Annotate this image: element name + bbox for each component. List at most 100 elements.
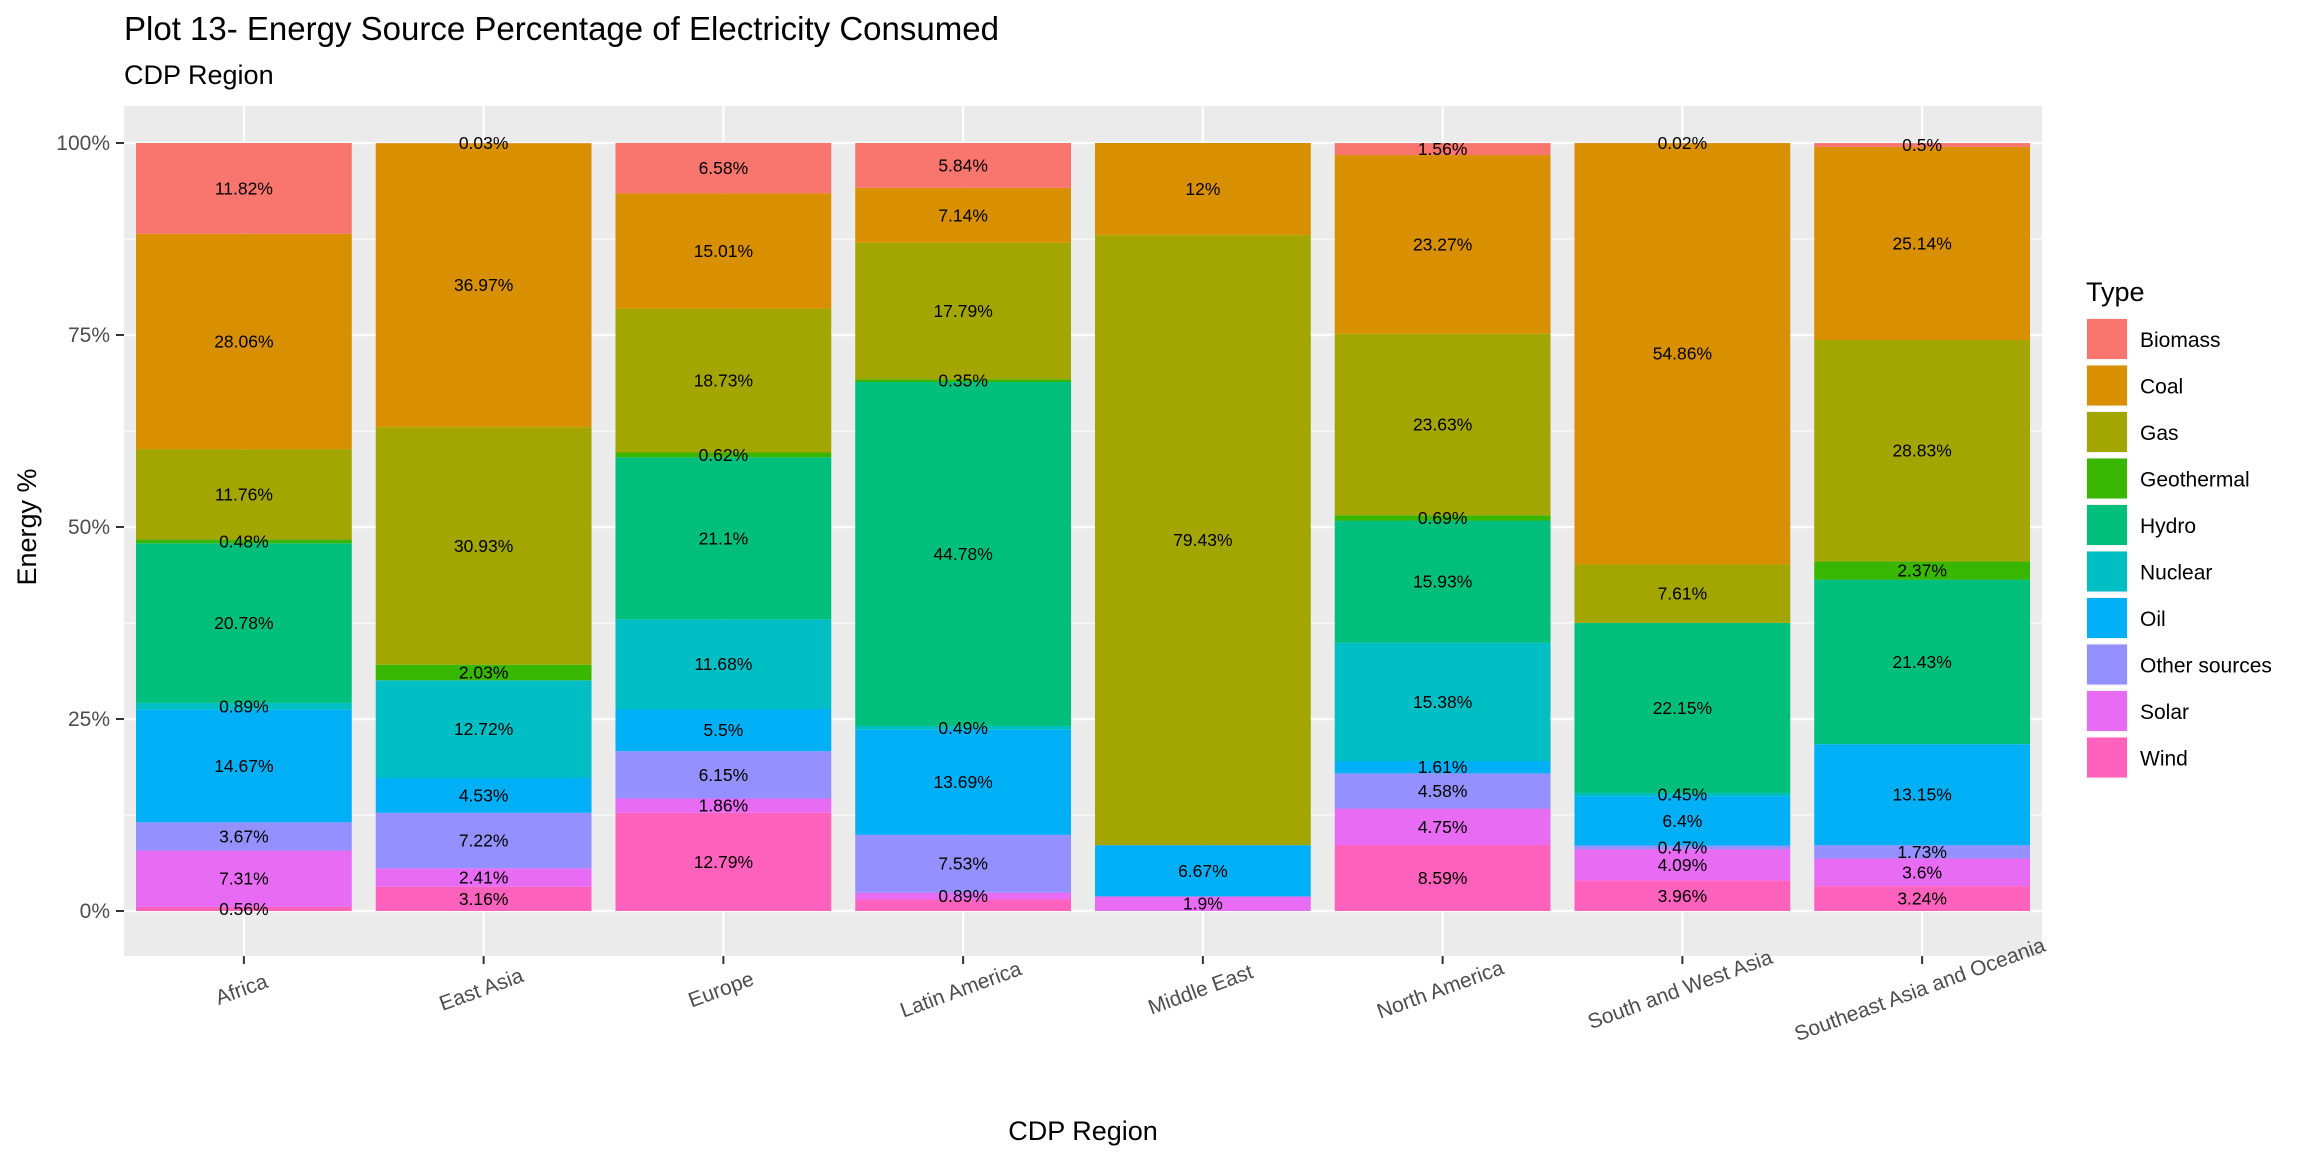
bar-africa-geothermal xyxy=(135,539,352,544)
data-label-europe-biomass: 6.58% xyxy=(699,158,749,178)
bar-south-and-west-asia-gas xyxy=(1574,564,1791,623)
bar-southeast-asia-and-oceania-solar xyxy=(1814,858,2031,887)
data-label-latin-america-oil: 13.69% xyxy=(933,772,992,792)
bar-east-asia-coal xyxy=(375,143,592,428)
data-label-europe-hydro: 21.1% xyxy=(699,528,749,548)
bar-europe-wind xyxy=(615,812,832,911)
bar-africa-solar xyxy=(135,850,352,907)
data-label-south-and-west-asia-gas: 7.61% xyxy=(1658,584,1708,604)
bar-southeast-asia-and-oceania-gas xyxy=(1814,339,2031,562)
legend-swatch-coal xyxy=(2087,365,2127,406)
bar-latin-america-solar xyxy=(855,892,1072,900)
data-label-north-america-coal: 23.27% xyxy=(1413,234,1472,254)
y-tick-label: 100% xyxy=(56,132,110,155)
bar-north-america-oil xyxy=(1334,761,1551,774)
data-label-east-asia-coal: 36.97% xyxy=(454,275,513,295)
bar-africa-nuclear xyxy=(135,702,352,710)
data-label-middle-east-gas: 79.43% xyxy=(1173,530,1232,550)
bar-europe-nuclear xyxy=(615,619,832,710)
data-label-africa-other-sources: 3.67% xyxy=(219,826,269,846)
x-tick-label-africa: Africa xyxy=(212,970,271,1010)
legend-label-gas: Gas xyxy=(2140,422,2179,445)
legend-label-geothermal: Geothermal xyxy=(2140,469,2250,492)
data-label-north-america-biomass: 1.56% xyxy=(1418,139,1468,159)
x-tick-label-middle-east: Middle East xyxy=(1145,960,1256,1019)
bar-africa-oil xyxy=(135,709,352,823)
data-label-africa-nuclear: 0.89% xyxy=(219,696,269,716)
data-label-europe-gas: 18.73% xyxy=(694,371,753,391)
data-label-south-and-west-asia-hydro: 22.15% xyxy=(1653,698,1712,718)
legend-swatch-biomass xyxy=(2087,319,2127,359)
data-label-southeast-asia-and-oceania-coal: 25.14% xyxy=(1892,233,1951,253)
chart-title: Plot 13- Energy Source Percentage of Ele… xyxy=(124,10,999,47)
data-label-latin-america-geothermal: 0.35% xyxy=(938,371,988,391)
bar-southeast-asia-and-oceania-oil xyxy=(1814,744,2031,846)
bars xyxy=(135,142,2031,911)
data-label-north-america-other-sources: 4.58% xyxy=(1418,781,1468,801)
data-label-europe-wind: 12.79% xyxy=(694,852,753,872)
chart-subtitle: CDP Region xyxy=(124,60,274,90)
bar-east-asia-oil xyxy=(375,777,592,813)
data-label-southeast-asia-and-oceania-oil: 13.15% xyxy=(1892,785,1951,805)
bar-middle-east-solar xyxy=(1094,896,1311,911)
data-label-africa-gas: 11.76% xyxy=(215,484,273,504)
bar-southeast-asia-and-oceania-hydro xyxy=(1814,579,2031,745)
data-label-africa-wind: 0.56% xyxy=(219,899,269,919)
bar-latin-america-wind xyxy=(855,899,1072,911)
data-label-middle-east-oil: 6.67% xyxy=(1178,861,1228,881)
data-label-europe-other-sources: 6.15% xyxy=(699,765,749,785)
data-label-southeast-asia-and-oceania-geothermal: 2.37% xyxy=(1897,561,1947,581)
data-label-north-america-geothermal: 0.69% xyxy=(1418,508,1468,528)
bar-east-asia-solar xyxy=(375,868,592,887)
data-label-north-america-gas: 23.63% xyxy=(1413,415,1472,435)
bar-africa-other-sources xyxy=(135,822,352,851)
data-label-north-america-wind: 8.59% xyxy=(1418,868,1468,888)
x-tick-label-north-america: North America xyxy=(1374,956,1507,1023)
x-tick-label-east-asia: East Asia xyxy=(436,964,526,1016)
y-tick-label: 75% xyxy=(68,324,110,347)
data-label-latin-america-biomass: 5.84% xyxy=(938,155,988,175)
legend-label-wind: Wind xyxy=(2140,748,2188,771)
data-label-north-america-oil: 1.61% xyxy=(1418,757,1468,777)
data-label-latin-america-gas: 17.79% xyxy=(933,301,992,321)
data-label-europe-geothermal: 0.62% xyxy=(699,445,749,465)
bar-europe-geothermal xyxy=(615,452,832,458)
data-label-southeast-asia-and-oceania-biomass: 0.5% xyxy=(1902,135,1942,155)
data-label-east-asia-nuclear: 12.72% xyxy=(454,719,513,739)
bar-africa-biomass xyxy=(135,143,352,234)
bar-southeast-asia-and-oceania-wind xyxy=(1814,886,2031,911)
x-tick-label-europe: Europe xyxy=(685,968,757,1013)
bar-north-america-gas xyxy=(1334,333,1551,516)
data-label-africa-hydro: 20.78% xyxy=(214,613,273,633)
bar-south-and-west-asia-nuclear xyxy=(1574,792,1791,797)
bar-south-and-west-asia-solar xyxy=(1574,849,1791,881)
legend-swatch-hydro xyxy=(2087,505,2127,545)
bar-north-america-biomass xyxy=(1334,143,1551,156)
legend: Type Biomass Coal Gas Geothermal Hydro Nuclea… xyxy=(2086,277,2272,779)
legend-swatch-nuclear xyxy=(2087,551,2127,592)
data-label-latin-america-coal: 7.14% xyxy=(938,205,988,225)
bar-south-and-west-asia-oil xyxy=(1574,796,1791,846)
bar-europe-gas xyxy=(615,308,832,453)
legend-swatch-geothermal xyxy=(2087,458,2127,499)
bar-south-and-west-asia-wind xyxy=(1574,880,1791,911)
data-label-south-and-west-asia-coal: 54.86% xyxy=(1653,344,1712,364)
bar-africa-wind xyxy=(135,906,352,911)
data-label-southeast-asia-and-oceania-other-sources: 1.73% xyxy=(1897,842,1947,862)
data-label-latin-america-hydro: 44.78% xyxy=(933,544,992,564)
data-label-south-and-west-asia-solar: 4.09% xyxy=(1658,855,1708,875)
bar-latin-america-oil xyxy=(855,729,1072,835)
data-label-east-asia-geothermal: 2.03% xyxy=(459,662,509,682)
data-label-south-and-west-asia-wind: 3.96% xyxy=(1658,886,1708,906)
data-label-north-america-solar: 4.75% xyxy=(1418,817,1468,837)
data-label-southeast-asia-and-oceania-gas: 28.83% xyxy=(1892,441,1951,461)
bar-north-america-hydro xyxy=(1334,520,1551,643)
legend-title: Type xyxy=(2086,277,2145,307)
bar-europe-coal xyxy=(615,193,832,309)
data-label-south-and-west-asia-other-sources: 0.47% xyxy=(1658,837,1708,857)
bar-europe-biomass xyxy=(615,142,832,194)
legend-swatch-solar xyxy=(2087,691,2127,731)
legend-label-hydro: Hydro xyxy=(2140,515,2196,538)
bar-latin-america-coal xyxy=(855,187,1072,243)
